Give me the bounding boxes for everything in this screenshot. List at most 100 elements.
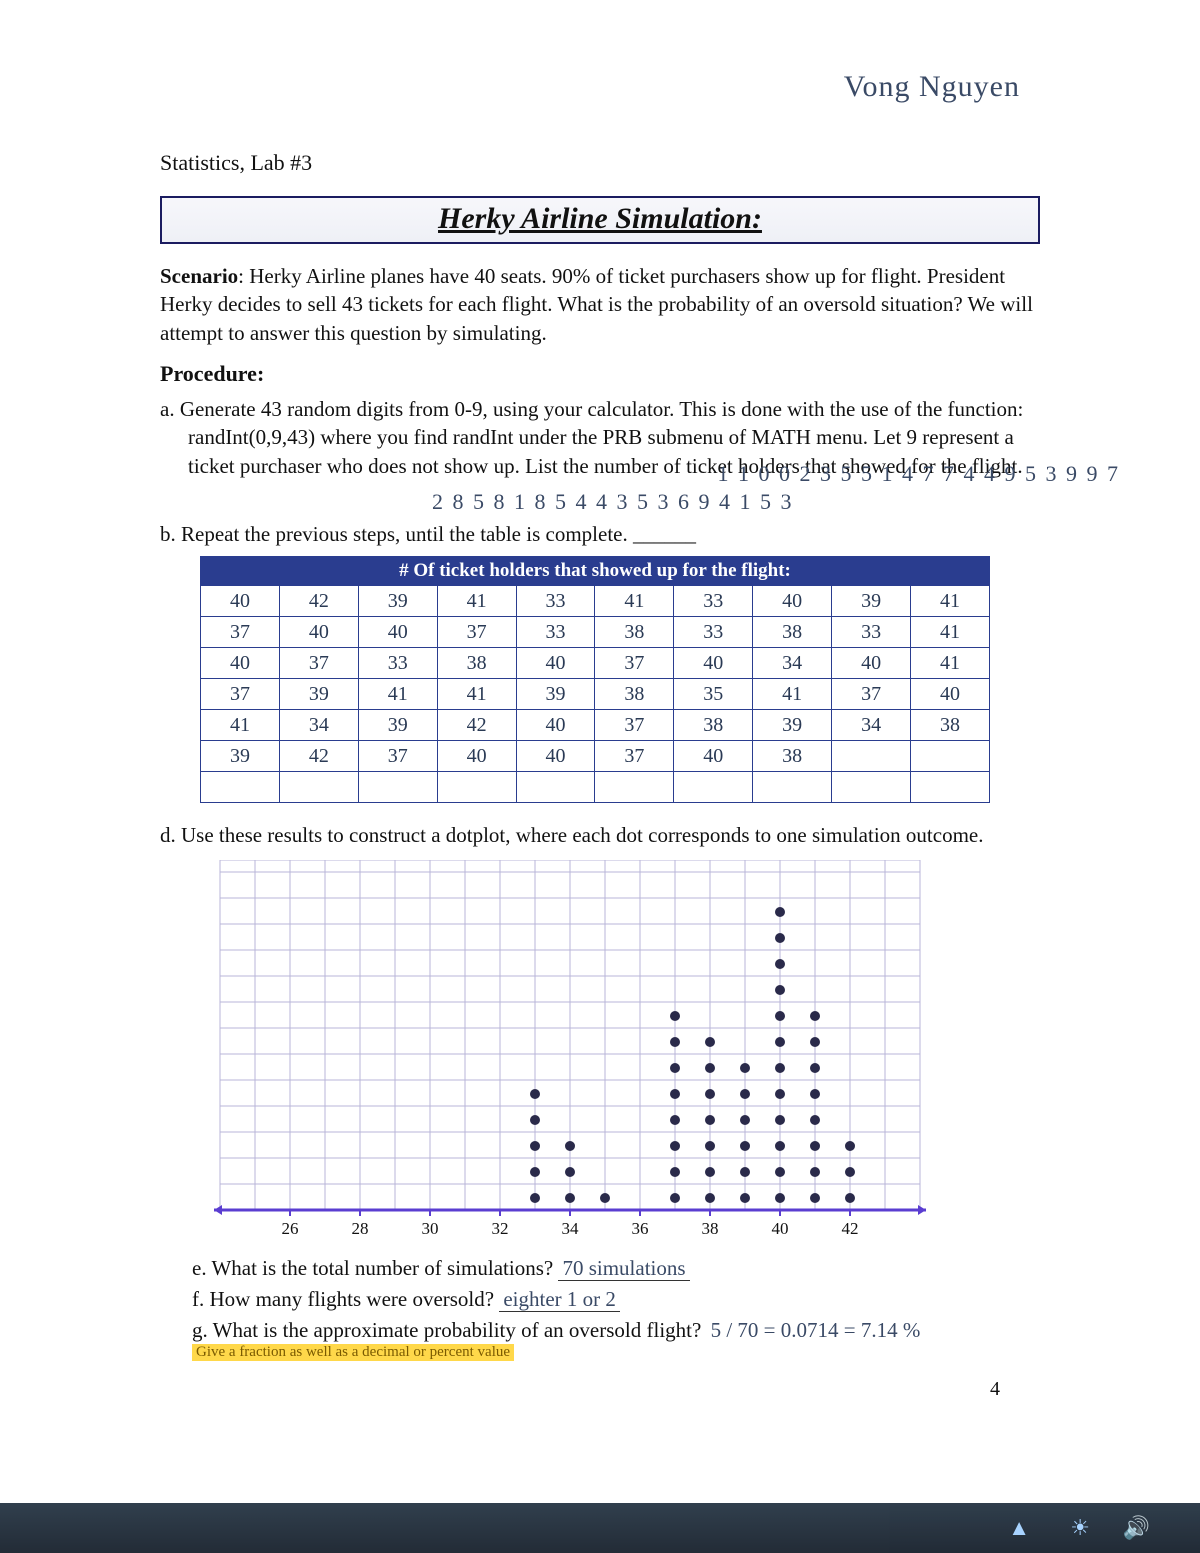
table-cell — [201, 772, 280, 803]
table-cell: 37 — [201, 679, 280, 710]
table-cell: 39 — [516, 679, 595, 710]
table-cell — [674, 772, 753, 803]
table-row: 40373338403740344041 — [201, 648, 990, 679]
os-taskbar[interactable]: ▲ ☀ 🔊 — [0, 1503, 1200, 1553]
procedure-step-b: b. Repeat the previous steps, until the … — [160, 520, 1040, 548]
table-cell: 40 — [674, 648, 753, 679]
e-answer: 70 simulations — [558, 1256, 689, 1281]
table-header: # Of ticket holders that showed up for t… — [201, 557, 990, 586]
course-label: Statistics, Lab #3 — [160, 150, 1040, 176]
table-cell: 37 — [595, 710, 674, 741]
page-number: 4 — [990, 1378, 1000, 1401]
table-row: 41343942403738393438 — [201, 710, 990, 741]
table-cell: 37 — [437, 617, 516, 648]
table-cell: 39 — [832, 586, 911, 617]
table-cell: 35 — [674, 679, 753, 710]
up-icon[interactable]: ▲ — [1008, 1515, 1030, 1541]
svg-text:34: 34 — [562, 1219, 580, 1238]
worksheet-page: Vong Nguyen Statistics, Lab #3 Herky Air… — [160, 70, 1040, 1361]
table-cell: 38 — [595, 617, 674, 648]
table-cell: 33 — [832, 617, 911, 648]
volume-icon[interactable]: 🔊 — [1123, 1515, 1150, 1541]
table-cell: 39 — [279, 679, 358, 710]
table-cell: 40 — [911, 679, 990, 710]
table-cell — [516, 772, 595, 803]
title-box: Herky Airline Simulation: — [160, 196, 1040, 244]
table-row: 40423941334133403941 — [201, 586, 990, 617]
student-name: Vong Nguyen — [844, 70, 1020, 104]
table-cell: 38 — [911, 710, 990, 741]
step-d-text: d. Use these results to construct a dotp… — [160, 821, 1040, 849]
table-cell: 42 — [437, 710, 516, 741]
svg-text:32: 32 — [492, 1219, 509, 1238]
table-cell: 37 — [832, 679, 911, 710]
table-cell: 40 — [201, 586, 280, 617]
table-row: 3942374040374038 — [201, 741, 990, 772]
procedure-heading: Procedure: — [160, 361, 1040, 387]
table-cell — [279, 772, 358, 803]
svg-text:26: 26 — [282, 1219, 299, 1238]
table-cell: 37 — [201, 617, 280, 648]
table-cell: 40 — [201, 648, 280, 679]
table-row: 37394141393835413740 — [201, 679, 990, 710]
table-cell: 37 — [358, 741, 437, 772]
table-cell: 41 — [911, 586, 990, 617]
table-cell: 38 — [753, 617, 832, 648]
simulation-table: # Of ticket holders that showed up for t… — [200, 556, 990, 803]
table-cell: 41 — [753, 679, 832, 710]
table-cell: 38 — [753, 741, 832, 772]
highlight-note: Give a fraction as well as a decimal or … — [160, 1343, 1040, 1361]
hand-digits-line2: 2 8 5 8 1 8 5 4 4 3 5 3 6 9 4 1 5 3 — [460, 487, 794, 517]
table-cell: 40 — [674, 741, 753, 772]
table-cell: 39 — [358, 710, 437, 741]
table-cell: 41 — [595, 586, 674, 617]
svg-text:30: 30 — [422, 1219, 439, 1238]
dotplot-chart: 262830323436384042 — [200, 860, 940, 1250]
table-cell: 37 — [279, 648, 358, 679]
table-cell: 41 — [201, 710, 280, 741]
question-f: f. How many flights were oversold? eight… — [160, 1287, 1040, 1312]
table-cell: 42 — [279, 586, 358, 617]
table-cell: 38 — [437, 648, 516, 679]
scenario-label: Scenario — [160, 264, 238, 288]
table-cell: 42 — [279, 741, 358, 772]
svg-text:40: 40 — [772, 1219, 789, 1238]
table-cell: 33 — [674, 586, 753, 617]
table-cell — [358, 772, 437, 803]
e-text: e. What is the total number of simulatio… — [192, 1256, 553, 1280]
table-cell: 40 — [279, 617, 358, 648]
table-cell — [595, 772, 674, 803]
table-cell: 33 — [516, 586, 595, 617]
svg-text:38: 38 — [702, 1219, 719, 1238]
table-cell: 40 — [753, 586, 832, 617]
table-row — [201, 772, 990, 803]
table-cell: 38 — [674, 710, 753, 741]
table-cell: 39 — [358, 586, 437, 617]
table-cell: 41 — [911, 617, 990, 648]
table-cell: 33 — [674, 617, 753, 648]
f-text: f. How many flights were oversold? — [192, 1287, 494, 1311]
g-answer: 5 / 70 = 0.0714 = 7.14 % — [707, 1318, 925, 1342]
table-cell — [437, 772, 516, 803]
procedure-step-a: a. Generate 43 random digits from 0-9, u… — [160, 395, 1040, 480]
table-cell: 39 — [753, 710, 832, 741]
table-cell: 41 — [437, 586, 516, 617]
scenario-paragraph: Scenario: Herky Airline planes have 40 s… — [160, 262, 1040, 347]
table-row: 37404037333833383341 — [201, 617, 990, 648]
table-cell: 34 — [753, 648, 832, 679]
g-text: g. What is the approximate probability o… — [192, 1318, 701, 1342]
table-cell: 37 — [595, 648, 674, 679]
brightness-icon[interactable]: ☀ — [1070, 1515, 1090, 1541]
page-title: Herky Airline Simulation: — [438, 202, 762, 235]
hand-digits-line1: 1 1 0 0 2 3 5 5 1 4 7 7 4 4 9 5 3 9 9 7 — [746, 459, 1121, 489]
svg-text:42: 42 — [842, 1219, 859, 1238]
table-cell — [911, 741, 990, 772]
table-cell: 41 — [911, 648, 990, 679]
table-cell — [832, 741, 911, 772]
scenario-text: : Herky Airline planes have 40 seats. 90… — [160, 264, 1033, 345]
table-cell: 38 — [595, 679, 674, 710]
svg-text:36: 36 — [632, 1219, 649, 1238]
table-cell: 41 — [437, 679, 516, 710]
table-cell — [911, 772, 990, 803]
table-cell: 40 — [832, 648, 911, 679]
